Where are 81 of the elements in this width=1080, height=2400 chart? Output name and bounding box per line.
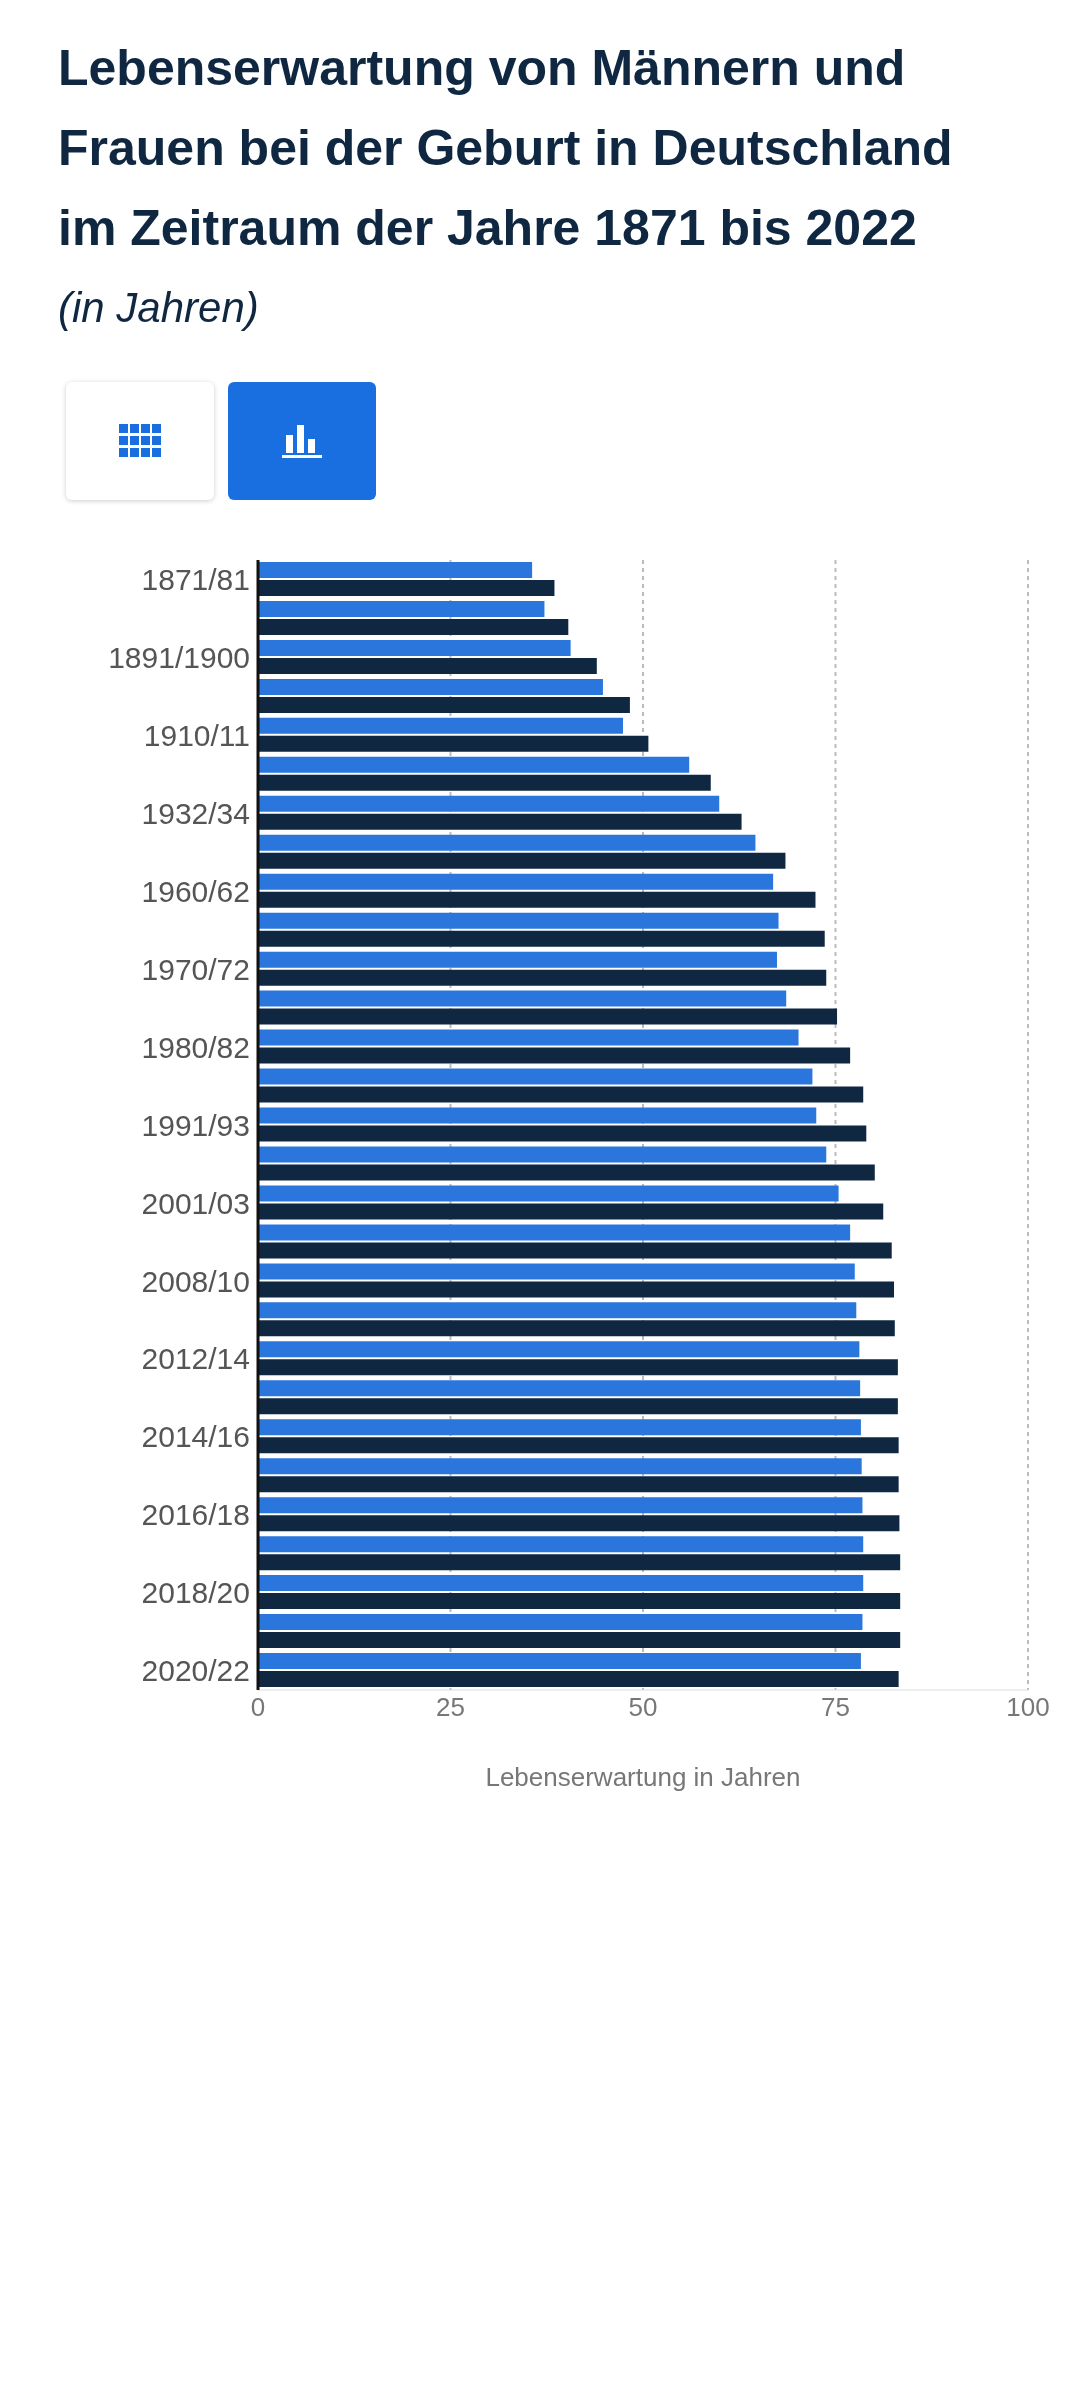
bar <box>258 1398 898 1415</box>
y-tick-label: 1932/34 <box>141 796 250 830</box>
x-tick-label: 50 <box>628 1692 658 1723</box>
y-tick-label: 1991/93 <box>141 1108 250 1142</box>
bar <box>258 580 555 596</box>
bar <box>258 1671 899 1688</box>
bar <box>258 1632 901 1649</box>
bar <box>258 1437 899 1454</box>
y-tick-label: 2008/10 <box>141 1264 250 1298</box>
y-tick-label: 2012/14 <box>141 1342 250 1376</box>
bar <box>258 756 690 773</box>
y-tick-label: 1960/62 <box>141 874 250 908</box>
bar <box>258 1380 861 1397</box>
bar <box>258 1107 817 1124</box>
bar <box>258 930 825 947</box>
x-tick-label: 0 <box>250 1692 266 1723</box>
bar <box>258 1164 875 1181</box>
bar <box>258 735 649 752</box>
bar <box>258 834 756 851</box>
bar <box>258 618 569 635</box>
bar <box>258 639 571 656</box>
chart-subtitle: (in Jahren) <box>58 284 260 332</box>
y-tick-label: 2020/22 <box>141 1654 250 1688</box>
x-axis-title: Lebenserwartung in Jahren <box>485 1762 801 1792</box>
bar <box>258 1575 864 1592</box>
bar <box>258 795 720 812</box>
bar <box>258 912 779 929</box>
bar <box>258 1242 892 1259</box>
bar <box>258 1302 857 1319</box>
bar <box>258 1068 813 1085</box>
bar <box>258 1554 901 1571</box>
y-tick-label: 2014/16 <box>141 1420 250 1454</box>
bar <box>258 774 711 791</box>
bar <box>258 1515 900 1532</box>
bar <box>258 717 623 734</box>
bar <box>258 1224 851 1241</box>
y-tick-label: 1871/81 <box>141 563 250 597</box>
bar <box>258 696 630 713</box>
y-tick-label: 1970/72 <box>141 952 250 986</box>
bar <box>258 852 786 869</box>
y-tick-label: 2016/18 <box>141 1498 250 1532</box>
bar <box>258 813 742 830</box>
bar <box>258 1086 864 1103</box>
bar <box>258 1614 863 1631</box>
bar <box>258 1359 898 1376</box>
bar <box>258 1047 851 1064</box>
bar <box>258 1320 895 1337</box>
bar <box>258 1497 863 1514</box>
x-tick-label: 75 <box>821 1692 850 1723</box>
bar <box>258 873 774 890</box>
bar <box>258 1203 884 1220</box>
x-tick-label: 25 <box>436 1692 465 1723</box>
bar <box>258 1653 861 1670</box>
y-tick-label: 1910/11 <box>143 718 250 752</box>
bar <box>258 891 816 908</box>
bar <box>258 1125 867 1142</box>
y-tick-label: 1980/82 <box>141 1030 250 1064</box>
bar <box>258 600 545 617</box>
x-tick-label: 100 <box>1006 1692 1050 1723</box>
bar <box>258 1185 839 1202</box>
bar <box>258 678 603 695</box>
bar <box>258 1341 860 1358</box>
bar <box>258 1263 855 1280</box>
bar <box>258 1419 861 1436</box>
bar <box>258 1536 864 1553</box>
y-tick-label: 2001/03 <box>141 1186 250 1220</box>
bar <box>258 1458 862 1475</box>
bar <box>258 562 533 578</box>
bar <box>258 657 597 674</box>
bar <box>258 1008 838 1025</box>
bar <box>258 1593 901 1610</box>
chart-title: Lebenserwartung von Männern und Frauen bei der Geburt in Deutschland im Zeitraum der Jahre 1871 bis 2022 <box>58 39 954 258</box>
bar <box>258 1146 827 1163</box>
bar <box>258 1029 799 1046</box>
bar <box>258 1476 899 1493</box>
bar <box>258 990 787 1007</box>
y-tick-label: 1891/1900 <box>108 641 250 675</box>
bar <box>258 969 827 986</box>
bar <box>258 1281 895 1298</box>
bar <box>258 951 777 968</box>
y-tick-label: 2018/20 <box>141 1576 250 1610</box>
